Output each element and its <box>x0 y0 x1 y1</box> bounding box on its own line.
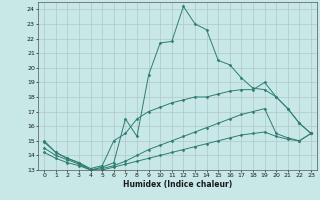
X-axis label: Humidex (Indice chaleur): Humidex (Indice chaleur) <box>123 180 232 189</box>
